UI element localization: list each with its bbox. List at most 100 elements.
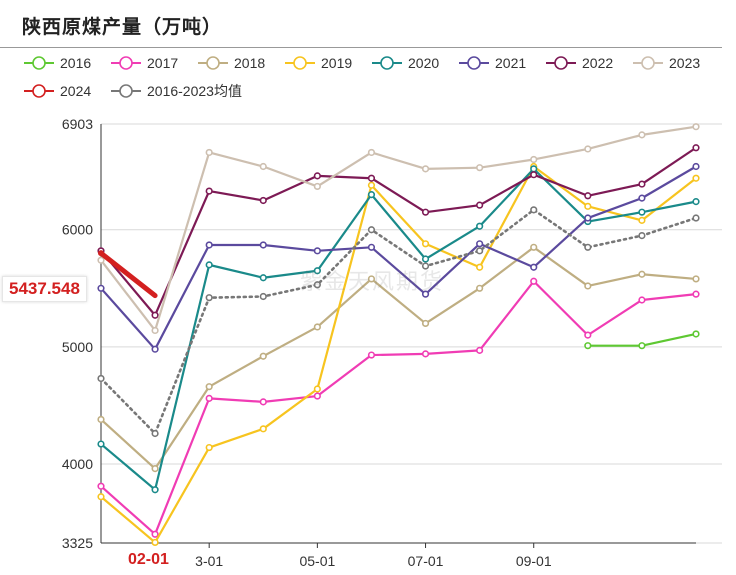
data-point-2022 [313, 172, 321, 180]
data-point-2020 [421, 255, 430, 263]
data-point-2017 [97, 482, 105, 490]
data-point-2018 [476, 284, 484, 292]
data-point-avg [97, 374, 105, 383]
legend-swatch-icon [24, 56, 54, 70]
data-point-2021 [476, 240, 484, 248]
legend-swatch-icon [111, 56, 141, 70]
data-point-2023 [259, 162, 267, 171]
data-point-2023 [584, 145, 592, 153]
data-point-2017 [421, 350, 430, 358]
data-point-2018 [205, 383, 213, 391]
legend-label: 2017 [147, 55, 179, 71]
data-point-2023 [530, 155, 538, 164]
data-point-2017 [476, 346, 484, 354]
legend-swatch-icon [111, 84, 141, 98]
data-point-2019 [367, 181, 376, 189]
data-point-2022 [530, 171, 538, 179]
data-point-2021 [205, 241, 213, 249]
series-line-2017 [99, 280, 698, 536]
data-point-2023 [151, 326, 159, 335]
data-point-2024 [98, 250, 104, 257]
data-point-2017 [151, 530, 159, 538]
data-point-2021 [97, 284, 105, 292]
legend-item-2016[interactable]: 2016 [24, 52, 91, 74]
data-point-2020 [205, 261, 213, 269]
data-point-2022 [259, 196, 267, 205]
data-point-2020 [530, 165, 538, 173]
data-point-2017 [259, 398, 267, 406]
data-point-avg [313, 281, 321, 289]
legend-label: 2024 [60, 83, 92, 99]
data-point-avg [530, 206, 538, 214]
data-point-2021 [259, 241, 267, 249]
data-point-2020 [367, 191, 376, 199]
data-point-2020 [313, 267, 321, 275]
legend-item-2024[interactable]: 2024 [24, 80, 91, 102]
legend-label: 2016-2023均值 [147, 83, 242, 99]
series-line-2019 [99, 165, 698, 544]
data-point-2022 [584, 192, 592, 200]
data-point-2017 [205, 394, 213, 402]
legend-label: 2018 [234, 55, 266, 71]
data-point-2019 [584, 202, 592, 210]
data-point-2016 [638, 342, 646, 350]
data-point-2023 [367, 148, 376, 157]
y-tick-label: 3325 [62, 535, 93, 551]
data-point-2018 [97, 415, 105, 424]
legend-item-2019[interactable]: 2019 [285, 52, 352, 74]
data-point-2021 [692, 162, 700, 171]
data-point-2016 [584, 342, 592, 350]
legend-item-2018[interactable]: 2018 [198, 52, 265, 74]
legend-item-2017[interactable]: 2017 [111, 52, 178, 74]
legend-item-2021[interactable]: 2021 [459, 52, 526, 74]
data-point-avg [638, 232, 646, 240]
legend-item-avg[interactable]: 2016-2023均值 [111, 80, 242, 102]
data-point-2019 [97, 493, 105, 501]
x-tick-label: 07-01 [408, 553, 444, 569]
data-point-2022 [638, 180, 646, 188]
cursor-y-value-label: 5437.548 [2, 276, 87, 302]
data-point-2019 [476, 263, 484, 271]
legend-swatch-icon [198, 56, 228, 70]
series-line-avg [99, 208, 698, 435]
data-point-2019 [259, 425, 267, 433]
data-point-2018 [584, 282, 592, 290]
legend-item-2020[interactable]: 2020 [372, 52, 439, 74]
data-point-2016 [692, 330, 700, 338]
y-tick-label: 6903 [62, 116, 93, 132]
data-point-2020 [638, 208, 646, 216]
data-point-2021 [313, 247, 321, 255]
data-point-2021 [421, 290, 430, 298]
data-point-2020 [692, 198, 700, 206]
data-point-2020 [259, 274, 267, 282]
y-tick-label: 4000 [62, 456, 93, 472]
data-point-2018 [367, 275, 376, 283]
data-point-avg [151, 429, 159, 438]
data-point-2018 [313, 323, 321, 331]
data-point-avg [205, 294, 213, 302]
data-point-2018 [151, 465, 159, 473]
series-line-2023 [99, 125, 698, 332]
data-point-2020 [151, 486, 159, 494]
data-point-2017 [367, 351, 376, 359]
legend-swatch-icon [546, 56, 576, 70]
data-point-2021 [151, 345, 159, 353]
data-point-2023 [692, 123, 700, 131]
data-point-2023 [313, 182, 321, 191]
data-point-2021 [367, 243, 376, 251]
data-point-2019 [151, 538, 159, 547]
series-line-2020 [99, 167, 698, 491]
legend-swatch-icon [372, 56, 402, 70]
title-divider [0, 47, 722, 48]
data-point-2019 [692, 174, 700, 182]
watermark-text: 紫金天风期货 [300, 270, 445, 295]
legend-item-2023[interactable]: 2023 [633, 52, 700, 74]
data-point-avg [259, 292, 267, 301]
data-point-2022 [205, 187, 213, 195]
legend-label: 2021 [495, 55, 527, 71]
legend-label: 2022 [582, 55, 614, 71]
legend-item-2022[interactable]: 2022 [546, 52, 613, 74]
data-point-2020 [97, 440, 105, 448]
data-point-2021 [584, 214, 592, 222]
